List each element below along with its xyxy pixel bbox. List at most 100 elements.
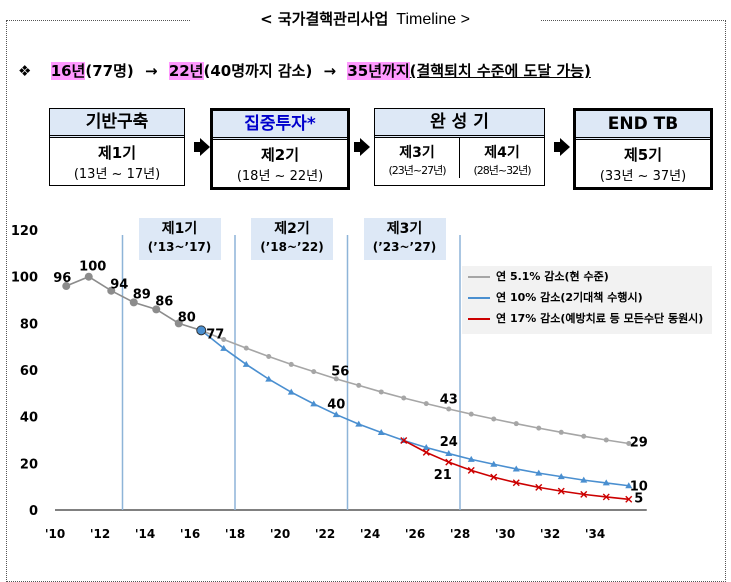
historical-point — [152, 305, 161, 314]
x-tick-label: '10 — [45, 527, 65, 541]
series-10pct-point — [625, 482, 633, 489]
data-label: 89 — [133, 287, 151, 302]
series-10pct-point — [355, 420, 363, 427]
series-5pct-point — [468, 411, 474, 417]
series-5pct-point — [243, 345, 249, 351]
series-5pct-point — [581, 433, 587, 439]
series-17pct-point — [625, 495, 633, 503]
data-label: 100 — [79, 260, 106, 275]
series-5pct-point — [491, 416, 497, 422]
series-10pct-point — [422, 443, 430, 450]
data-label: 56 — [331, 364, 349, 379]
series-5pct-line — [200, 329, 629, 445]
series-5pct-point — [603, 437, 609, 443]
x-tick-label: '12 — [90, 527, 110, 541]
series-17pct-point — [602, 493, 610, 501]
data-label: 96 — [53, 271, 71, 286]
series-10pct-point — [512, 465, 520, 472]
series-17pct-point — [580, 490, 588, 498]
legend: 연 5.1% 감소(현 수준) 연 10% 감소(2기대책 수행시) 연 17%… — [462, 266, 712, 334]
current-point — [196, 325, 207, 336]
series-10pct-point — [310, 400, 318, 407]
series-5pct-point — [288, 361, 294, 367]
x-tick-label: '24 — [360, 527, 380, 541]
page-title: < 국가결핵관리사업 Timeline > — [190, 8, 540, 29]
series-10pct-point — [580, 476, 588, 483]
series-5pct-point — [423, 401, 429, 407]
x-tick-label: '28 — [450, 527, 470, 541]
stage-5-box: END TB 제5기 (33년 ~ 37년) — [573, 108, 713, 190]
data-label: 94 — [110, 278, 128, 293]
series-5pct-point — [356, 382, 362, 388]
stage-2-box: 집중투자* 제2기 (18년 ~ 22년) — [210, 108, 350, 190]
legend-item: 연 17% 감소(예방치료 등 모든수단 동원시) — [462, 308, 712, 329]
data-label: 77 — [206, 327, 224, 342]
arrow-icon — [194, 138, 210, 156]
series-17pct-point — [535, 483, 543, 491]
x-tick-label: '22 — [315, 527, 335, 541]
line-chart: 0 20 40 60 80 100 120 '10 '12 '14 '16 '18 '20 '22 '24 '… — [11, 224, 648, 541]
series-5pct-point — [558, 429, 564, 435]
data-label: 24 — [440, 435, 458, 450]
x-tick-label: '20 — [270, 527, 290, 541]
y-tick-label: 0 — [29, 504, 38, 519]
series-10pct-point — [287, 388, 295, 395]
series-5pct-point — [333, 376, 339, 382]
series-5pct-point — [378, 389, 384, 395]
series-10pct-point — [332, 411, 340, 418]
y-tick-label: 40 — [20, 411, 38, 426]
data-label: 86 — [155, 294, 173, 309]
series-10pct-point — [467, 455, 475, 462]
series-5pct-point — [221, 336, 227, 342]
series-10pct-point — [557, 473, 565, 480]
series-5pct-point — [536, 425, 542, 431]
x-tick-label: '30 — [495, 527, 515, 541]
y-tick-label: 120 — [11, 224, 38, 239]
series-17pct-point — [490, 473, 498, 481]
stage-3-4-box: 완 성 기 제3기 (23년~27년) 제4기 (28년~32년) — [374, 108, 545, 186]
y-tick-label: 20 — [20, 457, 38, 472]
period-label: 제2기 (’18~’22) — [251, 218, 333, 260]
stage-1-box: 기반구축 제1기 (13년 ~ 17년) — [49, 108, 185, 186]
data-label: 10 — [630, 480, 648, 495]
x-tick-label: '34 — [585, 527, 605, 541]
series-17pct-point — [467, 466, 475, 474]
historical-point — [129, 298, 138, 307]
data-label: 43 — [440, 393, 458, 408]
series-10pct-point — [535, 469, 543, 476]
series-10pct-line — [200, 329, 629, 487]
series-17pct-point — [557, 487, 565, 495]
series-5pct-point — [446, 406, 452, 412]
legend-item: 연 10% 감소(2기대책 수행시) — [462, 287, 712, 308]
series-5pct-point — [311, 369, 317, 375]
series-10pct-point — [265, 375, 273, 382]
series-17pct-point — [512, 479, 520, 487]
y-tick-label: 80 — [20, 317, 38, 332]
period-label: 제1기 (’13~’17) — [138, 218, 221, 260]
y-tick-label: 60 — [20, 364, 38, 379]
series-5pct-point — [513, 421, 519, 427]
historical-point — [107, 286, 116, 295]
series-10pct-point — [377, 429, 385, 436]
historical-point — [174, 319, 183, 328]
data-label: 80 — [178, 310, 196, 325]
series-10pct-point — [220, 344, 228, 351]
series-17pct-point — [422, 448, 430, 456]
data-label: 5 — [634, 491, 643, 506]
x-tick-label: '26 — [405, 527, 425, 541]
data-label: 21 — [434, 468, 452, 483]
data-label: 29 — [630, 435, 648, 450]
x-tick-label: '16 — [180, 527, 200, 541]
arrow-icon — [354, 138, 370, 156]
x-tick-label: '18 — [225, 527, 245, 541]
series-5pct-point — [401, 395, 407, 401]
period-label: 제3기 (’23~’27) — [363, 218, 446, 260]
y-tick-label: 100 — [11, 271, 38, 286]
series-17pct-point — [400, 436, 408, 444]
series-10pct-point — [242, 360, 250, 367]
data-label: 40 — [327, 398, 345, 413]
series-10pct-point — [490, 460, 498, 467]
arrow-icon — [554, 138, 570, 156]
x-tick-label: '14 — [135, 527, 155, 541]
summary-line: ❖ 16년(77명) → 22년(40명까지 감소) → 35년까지(결핵퇴치 … — [18, 62, 591, 80]
